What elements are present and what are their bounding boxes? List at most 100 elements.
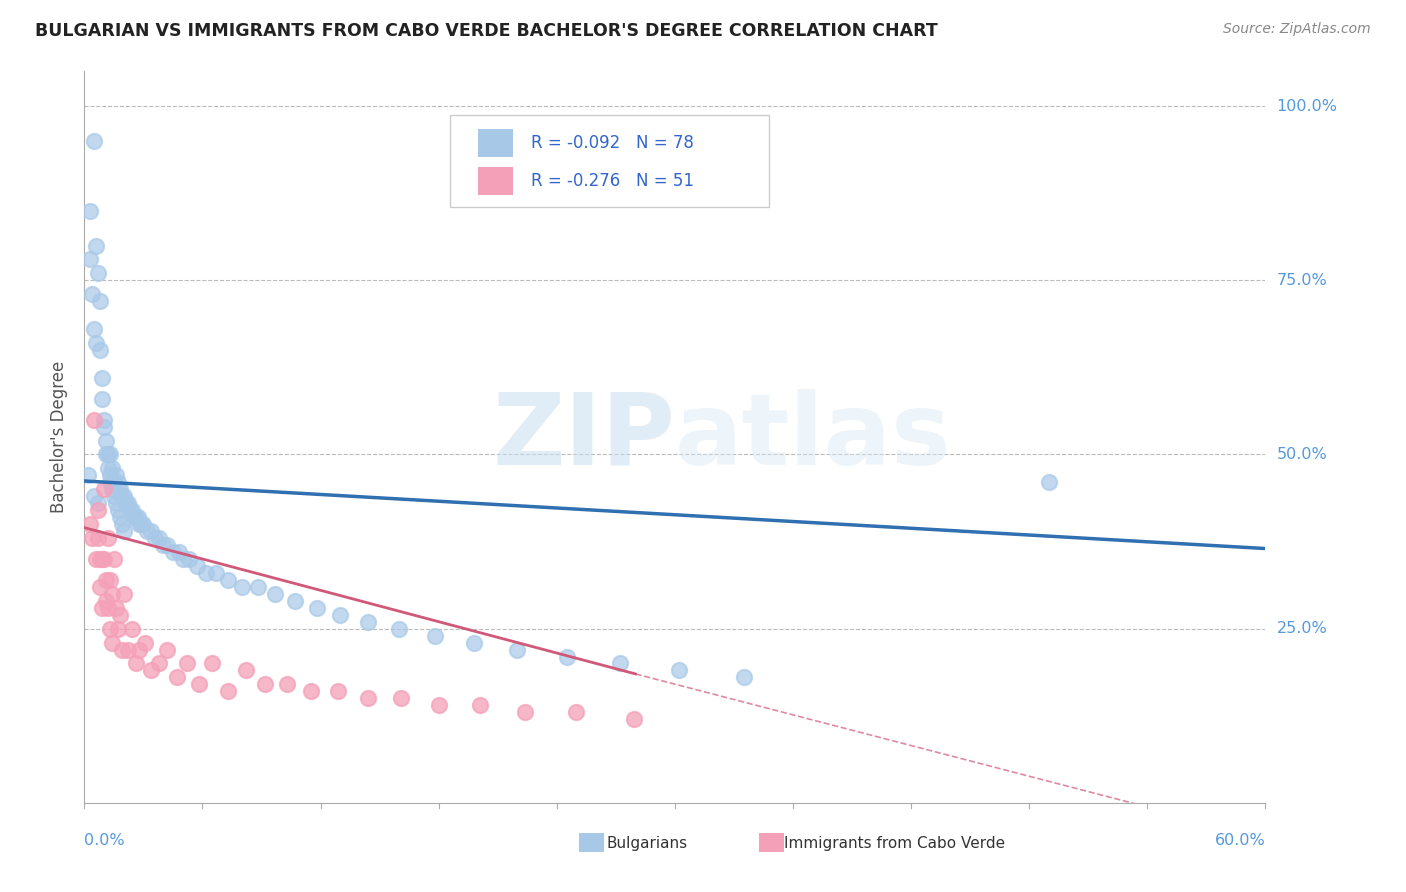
Point — [152, 538, 174, 552]
Point — [506, 642, 529, 657]
FancyBboxPatch shape — [450, 115, 769, 207]
Point — [112, 524, 135, 538]
Point — [91, 392, 114, 406]
Point — [83, 412, 105, 426]
Point — [389, 691, 412, 706]
Point — [101, 483, 124, 497]
Point — [328, 684, 350, 698]
Point — [84, 238, 107, 252]
Point — [87, 266, 110, 280]
Point — [156, 538, 179, 552]
Point — [195, 566, 218, 580]
Text: ZIP: ZIP — [492, 389, 675, 485]
Point — [357, 615, 380, 629]
Point — [103, 552, 125, 566]
Point — [91, 600, 114, 615]
Point — [79, 203, 101, 218]
Bar — [478, 129, 513, 157]
Point — [132, 517, 155, 532]
Point — [136, 524, 159, 538]
Point — [329, 607, 352, 622]
Point — [98, 448, 121, 462]
Point — [423, 629, 446, 643]
Point — [87, 496, 110, 510]
Point — [187, 677, 209, 691]
Point — [98, 475, 121, 490]
Point — [107, 475, 129, 490]
Point — [148, 531, 170, 545]
Point — [87, 503, 110, 517]
Text: atlas: atlas — [675, 389, 952, 485]
Point — [186, 558, 208, 573]
Point — [121, 622, 143, 636]
Text: 60.0%: 60.0% — [1215, 833, 1265, 848]
Point — [299, 684, 322, 698]
Point — [515, 705, 537, 719]
Text: R = -0.092   N = 78: R = -0.092 N = 78 — [531, 134, 693, 152]
Point — [79, 252, 101, 267]
Text: R = -0.276   N = 51: R = -0.276 N = 51 — [531, 172, 693, 190]
Text: 50.0%: 50.0% — [1277, 447, 1327, 462]
Point — [91, 552, 114, 566]
Text: 75.0%: 75.0% — [1277, 273, 1327, 288]
Bar — [478, 167, 513, 194]
Point — [357, 691, 380, 706]
Point — [205, 566, 228, 580]
Point — [112, 489, 135, 503]
Point — [111, 642, 134, 657]
Point — [84, 552, 107, 566]
Point — [117, 496, 139, 510]
Point — [1038, 475, 1060, 490]
Point — [124, 657, 146, 671]
Point — [101, 461, 124, 475]
Text: 25.0%: 25.0% — [1277, 621, 1327, 636]
Point — [167, 545, 190, 559]
Text: Immigrants from Cabo Verde: Immigrants from Cabo Verde — [783, 836, 1005, 851]
Point — [89, 343, 111, 357]
Point — [284, 594, 307, 608]
Point — [103, 475, 125, 490]
Point — [83, 134, 105, 148]
Point — [235, 664, 257, 678]
Point — [104, 468, 127, 483]
Point — [101, 587, 124, 601]
Point — [108, 510, 131, 524]
Point — [143, 531, 166, 545]
Point — [98, 573, 121, 587]
Point — [108, 607, 131, 622]
Point — [124, 510, 146, 524]
Point — [103, 489, 125, 503]
Point — [201, 657, 224, 671]
Point — [111, 517, 134, 532]
Point — [254, 677, 277, 691]
Point — [217, 573, 239, 587]
Point — [668, 664, 690, 678]
Point — [609, 657, 631, 671]
Point — [77, 468, 100, 483]
Point — [83, 322, 105, 336]
Point — [128, 517, 150, 532]
Point — [114, 496, 136, 510]
Point — [118, 503, 141, 517]
Point — [107, 622, 129, 636]
Point — [101, 635, 124, 649]
Point — [141, 664, 163, 678]
Point — [93, 412, 115, 426]
Y-axis label: Bachelor's Degree: Bachelor's Degree — [49, 361, 67, 513]
Point — [141, 524, 163, 538]
Point — [134, 635, 156, 649]
Point — [94, 434, 117, 448]
Text: Bulgarians: Bulgarians — [606, 836, 688, 851]
Point — [93, 483, 115, 497]
Point — [127, 510, 149, 524]
Point — [121, 503, 143, 517]
Point — [276, 677, 298, 691]
Point — [97, 531, 120, 545]
Point — [108, 483, 131, 497]
Point — [107, 503, 129, 517]
Point — [565, 705, 588, 719]
Point — [463, 635, 485, 649]
Point — [94, 573, 117, 587]
Point — [156, 642, 179, 657]
Point — [94, 448, 117, 462]
